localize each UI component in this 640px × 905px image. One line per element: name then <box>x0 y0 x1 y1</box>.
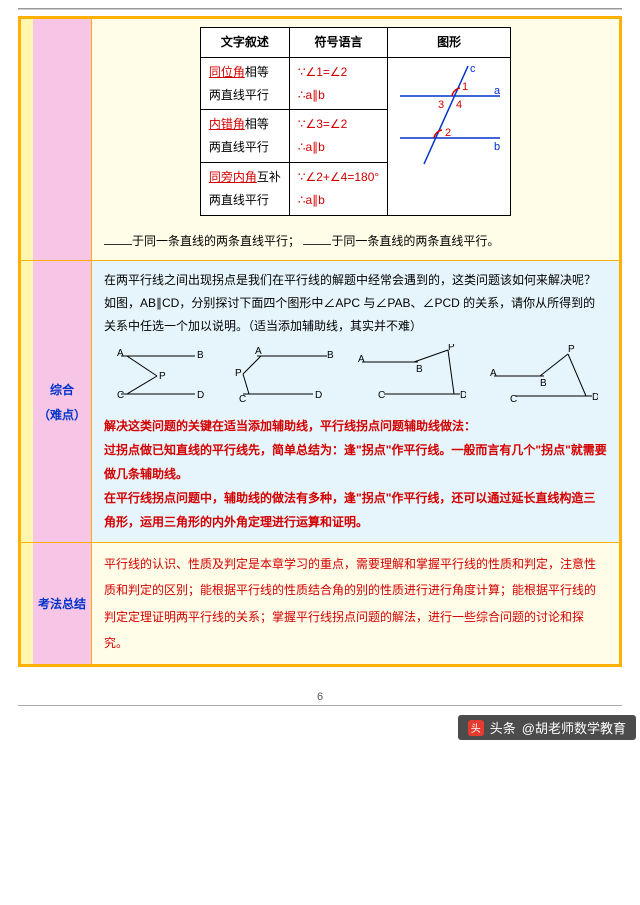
svg-text:4: 4 <box>456 99 462 111</box>
section-label-3: 考法总结 <box>33 543 91 665</box>
svg-text:A: A <box>255 346 262 357</box>
svg-text:A: A <box>490 368 497 379</box>
watermark: 头 头条 @胡老师数学教育 <box>458 715 636 740</box>
table-header-row: 文字叙述 符号语言 图形 <box>200 28 510 58</box>
svg-text:D: D <box>460 390 466 401</box>
cell-symbol: ∵∠1=∠2 ∴a∥b <box>289 57 387 110</box>
cell-symbol: ∵∠3=∠2 ∴a∥b <box>289 110 387 163</box>
blank <box>303 233 331 245</box>
figure-2: A B P C D <box>235 344 335 404</box>
paragraph: 如图，AB∥CD，分别探讨下面四个图形中∠APC 与∠PAB、∠PCD 的关系，… <box>104 292 607 338</box>
key-point: 过拐点做已知直线的平行线先，简单总结为：逢"拐点"作平行线。一般而言有几个"拐点… <box>104 438 607 486</box>
cell-symbol: ∵∠2+∠4=180° ∴a∥b <box>289 162 387 215</box>
svg-text:D: D <box>315 390 322 401</box>
svg-text:C: C <box>239 394 246 404</box>
header-rule <box>18 8 622 10</box>
section-content-2: 在两平行线之间出现拐点是我们在平行线的解题中经常会遇到的，这类问题该如何来解决呢… <box>91 261 619 541</box>
section-label-2: 综合 （难点） <box>33 261 91 541</box>
cell-figure: c a b 1 2 3 4 <box>388 57 511 215</box>
paragraph: 在两平行线之间出现拐点是我们在平行线的解题中经常会遇到的，这类问题该如何来解决呢… <box>104 269 607 292</box>
section-summary: 考法总结 平行线的认识、性质及判定是本章学习的重点，需要理解和掌握平行线的性质和… <box>21 543 619 665</box>
svg-text:P: P <box>568 344 575 355</box>
svg-text:B: B <box>416 364 423 375</box>
svg-text:B: B <box>327 350 334 361</box>
main-frame: 文字叙述 符号语言 图形 同位角相等 两直线平行 ∵∠1=∠2 ∴a∥b <box>18 16 622 667</box>
term: 内错角 <box>209 117 245 131</box>
section-content-1: 文字叙述 符号语言 图形 同位角相等 两直线平行 ∵∠1=∠2 ∴a∥b <box>91 19 619 260</box>
svg-text:C: C <box>378 390 385 401</box>
svg-text:B: B <box>197 350 204 361</box>
properties-table: 文字叙述 符号语言 图形 同位角相等 两直线平行 ∵∠1=∠2 ∴a∥b <box>200 27 511 216</box>
svg-text:b: b <box>494 141 500 153</box>
figure-1: A B P C D <box>113 344 213 404</box>
four-figures: A B P C D A B P C D A B P <box>104 344 607 404</box>
watermark-prefix: 头条 <box>490 718 516 737</box>
svg-text:P: P <box>448 344 455 353</box>
key-point: 在平行线拐点问题中，辅助线的做法有多种，逢"拐点"作平行线，还可以通过延长直线构… <box>104 486 607 534</box>
left-strip <box>21 543 33 665</box>
svg-text:P: P <box>235 368 242 379</box>
svg-text:c: c <box>470 63 476 75</box>
section-label-1 <box>33 19 91 260</box>
watermark-bar: 头 头条 @胡老师数学教育 <box>0 712 640 742</box>
blank <box>104 233 132 245</box>
svg-text:A: A <box>358 354 365 365</box>
left-strip <box>21 19 33 260</box>
term: 同旁内角 <box>209 170 257 184</box>
toutiao-icon: 头 <box>468 720 484 736</box>
section-properties: 文字叙述 符号语言 图形 同位角相等 两直线平行 ∵∠1=∠2 ∴a∥b <box>21 19 619 261</box>
figure-3: A B P C D <box>356 344 466 404</box>
svg-text:P: P <box>159 371 166 382</box>
svg-text:D: D <box>197 390 204 401</box>
watermark-author: @胡老师数学教育 <box>522 718 626 737</box>
page-number: 6 <box>18 685 622 706</box>
svg-text:C: C <box>510 394 517 404</box>
cell-text: 内错角相等 两直线平行 <box>200 110 289 163</box>
cell-text: 同位角相等 两直线平行 <box>200 57 289 110</box>
svg-text:D: D <box>592 392 598 403</box>
angle-diagram: c a b 1 2 3 4 <box>390 60 508 170</box>
svg-text:a: a <box>494 85 501 97</box>
figure-4: A B P C D <box>488 344 598 404</box>
left-strip <box>21 261 33 541</box>
svg-text:C: C <box>117 390 124 401</box>
table-row: 同位角相等 两直线平行 ∵∠1=∠2 ∴a∥b <box>200 57 510 110</box>
svg-text:2: 2 <box>445 127 451 139</box>
section-content-3: 平行线的认识、性质及判定是本章学习的重点，需要理解和掌握平行线的性质和判定，注意… <box>91 543 619 665</box>
fill-sentence: 于同一条直线的两条直线平行； 于同一条直线的两条直线平行。 <box>104 230 607 253</box>
svg-text:A: A <box>117 348 124 359</box>
summary-text: 平行线的认识、性质及判定是本章学习的重点，需要理解和掌握平行线的性质和判定，注意… <box>104 551 607 657</box>
cell-text: 同旁内角互补 两直线平行 <box>200 162 289 215</box>
svg-text:1: 1 <box>462 81 468 93</box>
svg-text:3: 3 <box>438 99 444 111</box>
section-difficult: 综合 （难点） 在两平行线之间出现拐点是我们在平行线的解题中经常会遇到的，这类问… <box>21 261 619 542</box>
term: 同位角 <box>209 65 245 79</box>
col-header-figure: 图形 <box>388 28 511 58</box>
svg-text:B: B <box>540 378 547 389</box>
col-header-symbol: 符号语言 <box>289 28 387 58</box>
key-point: 解决这类问题的关键在适当添加辅助线，平行线拐点问题辅助线做法： <box>104 414 607 438</box>
col-header-text: 文字叙述 <box>200 28 289 58</box>
